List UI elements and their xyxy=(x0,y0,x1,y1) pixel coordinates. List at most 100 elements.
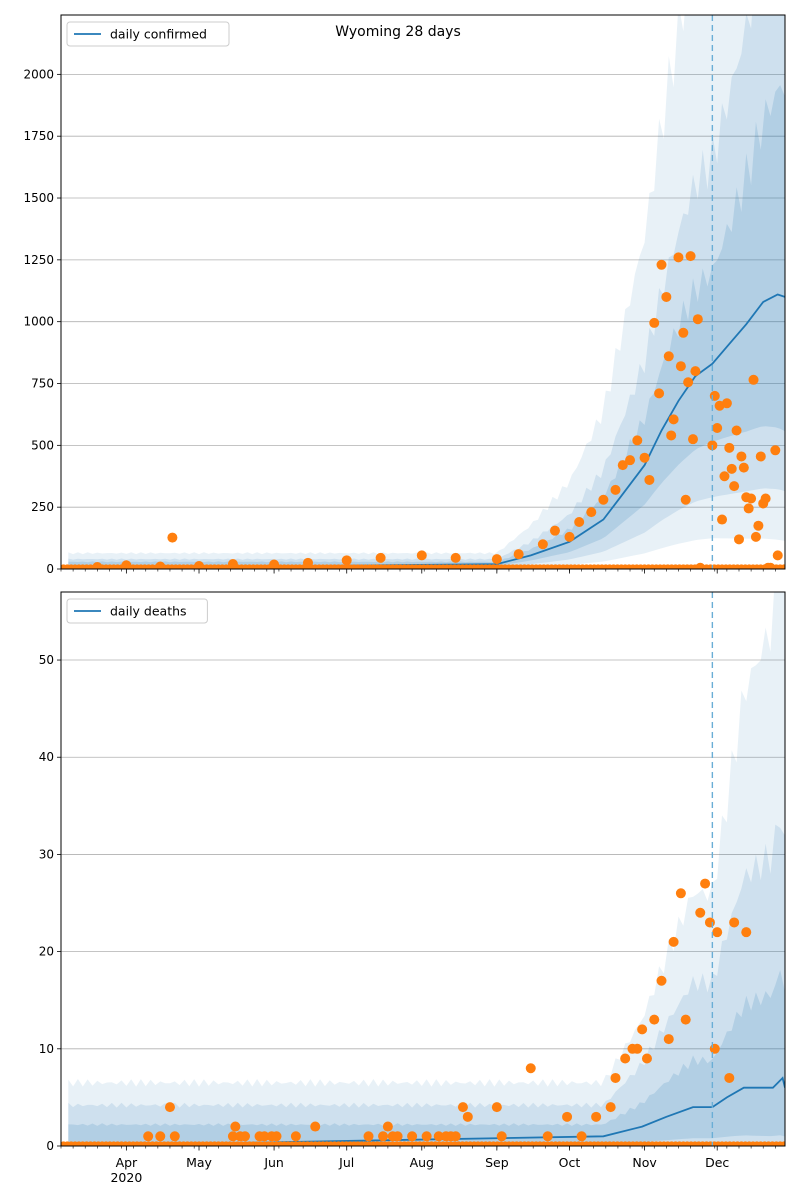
observed-point xyxy=(656,975,667,986)
observed-point xyxy=(649,1014,660,1025)
observed-point xyxy=(712,423,723,434)
observed-point xyxy=(717,514,728,525)
observed-point xyxy=(675,361,686,372)
chart-title: Wyoming 28 days xyxy=(335,24,461,40)
observed-point xyxy=(661,291,672,302)
observed-point xyxy=(167,532,178,543)
observed-point xyxy=(695,907,706,918)
observed-point xyxy=(491,1102,502,1113)
observed-point xyxy=(121,560,132,569)
y-tick-label: 10 xyxy=(39,1042,54,1056)
observed-point xyxy=(760,493,771,504)
y-tick-label: 2000 xyxy=(23,67,54,81)
observed-point xyxy=(666,430,677,441)
observed-point xyxy=(733,534,744,545)
observed-point xyxy=(738,462,749,473)
uncertainty-band xyxy=(68,592,785,1146)
observed-point xyxy=(731,425,742,436)
uncertainty-band xyxy=(68,15,785,569)
observed-point xyxy=(290,1131,301,1142)
observed-point xyxy=(724,442,735,453)
observed-point xyxy=(610,484,621,495)
x-tick-label: Oct xyxy=(559,1155,581,1170)
observed-point xyxy=(668,936,679,947)
observed-point xyxy=(227,1131,238,1142)
observed-point xyxy=(663,351,674,362)
observed-point xyxy=(641,1053,652,1064)
observed-point xyxy=(748,374,759,385)
observed-point xyxy=(685,251,696,262)
x-axis: Apr May Jun Jul Aug Sep Oct Nov Dec 2020 xyxy=(110,1155,729,1185)
observed-point xyxy=(750,531,761,542)
y-tick-label: 20 xyxy=(39,945,54,959)
observed-point xyxy=(155,561,166,569)
observed-point xyxy=(576,1131,587,1142)
y-tick-label: 50 xyxy=(39,653,54,667)
observed-point xyxy=(457,1102,468,1113)
observed-point xyxy=(598,494,609,505)
x-tick-label: Jun xyxy=(263,1155,284,1170)
observed-point xyxy=(687,434,698,445)
observed-point xyxy=(700,878,711,889)
observed-point xyxy=(537,539,548,550)
confirmed-panel: 0 250 500 750 1000 1250 1500 1750 2000 daily conf… xyxy=(23,14,786,576)
observed-point xyxy=(591,1111,602,1122)
observed-point xyxy=(668,414,679,425)
y-tick-label: 750 xyxy=(31,377,54,391)
y-tick-label: 500 xyxy=(31,438,54,452)
observed-point xyxy=(663,1034,674,1045)
observed-point xyxy=(230,1121,241,1132)
observed-point xyxy=(690,366,701,377)
observed-point xyxy=(753,520,764,531)
observed-point xyxy=(678,327,689,338)
y-tick-label: 0 xyxy=(46,562,54,576)
y-tick-label: 1250 xyxy=(23,253,54,267)
observed-point xyxy=(496,1131,507,1142)
y-tick-label: 1750 xyxy=(23,129,54,143)
y-tick-label: 30 xyxy=(39,847,54,861)
legend-label: daily confirmed xyxy=(110,27,207,42)
observed-point xyxy=(620,1053,631,1064)
observed-point xyxy=(673,252,684,263)
observed-point xyxy=(675,888,686,899)
observed-point xyxy=(755,451,766,462)
observed-point xyxy=(513,549,524,560)
observed-point xyxy=(416,550,427,561)
observed-point xyxy=(310,1121,321,1132)
observed-point xyxy=(421,1131,432,1142)
observed-point xyxy=(772,550,783,561)
observed-point xyxy=(605,1102,616,1113)
observed-point xyxy=(450,552,461,563)
observed-point xyxy=(525,1063,536,1074)
observed-point xyxy=(729,917,740,928)
model-median-line xyxy=(68,293,785,569)
observed-point xyxy=(586,507,597,518)
y-tick-label: 250 xyxy=(31,500,54,514)
observed-point xyxy=(729,481,740,492)
observed-point xyxy=(625,455,636,466)
observed-point xyxy=(450,1131,461,1142)
observed-point xyxy=(719,471,730,482)
observed-point xyxy=(433,1131,444,1142)
observed-point xyxy=(746,493,757,504)
observed-point xyxy=(491,554,502,565)
x-tick-label: Aug xyxy=(410,1155,434,1170)
observed-point xyxy=(680,494,691,505)
plot-area xyxy=(61,592,785,1146)
observed-point xyxy=(765,562,776,569)
observed-point xyxy=(632,1043,643,1054)
observed-point xyxy=(712,927,723,938)
uncertainty-band xyxy=(68,824,785,1146)
observed-point xyxy=(382,1121,393,1132)
observed-point xyxy=(743,503,754,514)
observed-point xyxy=(341,555,352,566)
observed-point xyxy=(656,259,667,270)
observed-point xyxy=(542,1131,553,1142)
y-tick-label: 1000 xyxy=(23,315,54,329)
observed-point xyxy=(639,452,650,463)
observed-point xyxy=(654,388,665,399)
observed-point xyxy=(271,1131,282,1142)
observed-point xyxy=(610,1072,621,1083)
observed-point xyxy=(724,1072,735,1083)
